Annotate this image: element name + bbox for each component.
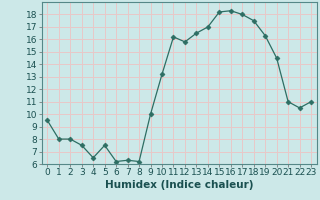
X-axis label: Humidex (Indice chaleur): Humidex (Indice chaleur) — [105, 180, 253, 190]
